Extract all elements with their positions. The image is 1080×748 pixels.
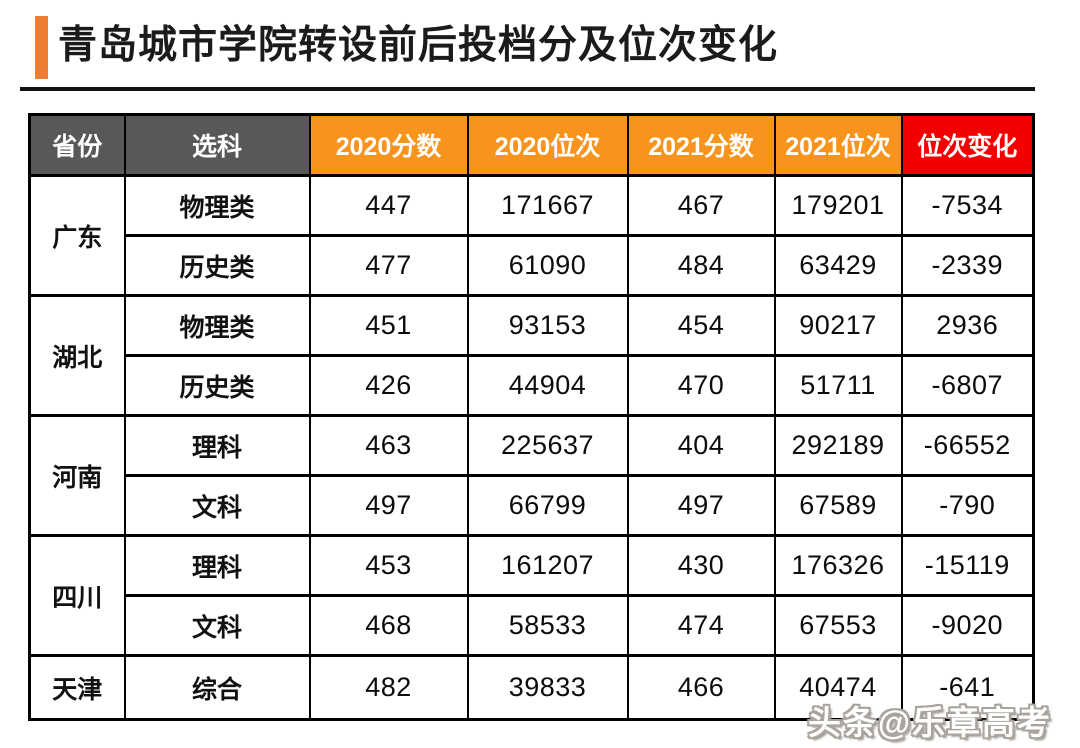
subject-cell: 文科	[123, 594, 311, 657]
rank-change-cell: -2339	[900, 234, 1035, 297]
rank-2021-cell: 292189	[773, 414, 903, 477]
col-header-score-2020: 2020分数	[308, 113, 469, 177]
page-title: 青岛城市学院转设前后投档分及位次变化	[58, 24, 779, 67]
score-2021-cell: 497	[626, 474, 776, 537]
rank-2020-cell: 58533	[466, 594, 629, 657]
score-2020-cell: 453	[308, 534, 469, 597]
rank-change-cell: -790	[900, 474, 1035, 537]
rank-2020-cell: 66799	[466, 474, 629, 537]
rank-2021-cell: 51711	[773, 354, 903, 417]
score-table-container: 省份 选科 2020分数 2020位次 2021分数 2021位次 位次变化 广…	[28, 113, 1035, 721]
title-block: 青岛城市学院转设前后投档分及位次变化	[0, 0, 1080, 96]
score-2020-cell: 468	[308, 594, 469, 657]
table-row: 湖北 物理类 451 93153 454 90217 2936	[28, 294, 1035, 417]
rank-2020-cell: 171667	[466, 174, 629, 237]
rank-2020-cell: 93153	[466, 294, 629, 357]
table-row: 河南 理科 463 225637 404 292189 -66552	[28, 414, 1035, 537]
score-2020-cell: 477	[308, 234, 469, 297]
rank-2021-cell: 176326	[773, 534, 903, 597]
rank-2020-cell: 161207	[466, 534, 629, 597]
score-2021-cell: 404	[626, 414, 776, 477]
rank-change-cell: 2936	[900, 294, 1035, 357]
rank-2020-cell: 225637	[466, 414, 629, 477]
col-header-rank-change: 位次变化	[900, 113, 1035, 177]
score-2021-cell: 470	[626, 354, 776, 417]
col-header-subject: 选科	[123, 113, 311, 177]
score-2021-cell: 466	[626, 654, 776, 721]
subject-cell: 理科	[123, 534, 311, 597]
subject-cell: 文科	[123, 474, 311, 537]
rank-2020-cell: 44904	[466, 354, 629, 417]
table-row: 文科 497 66799 497 67589 -790	[30, 474, 1035, 537]
score-2021-cell: 467	[626, 174, 776, 237]
score-2020-cell: 482	[308, 654, 469, 721]
col-header-score-2021: 2021分数	[626, 113, 776, 177]
table-row: 历史类 477 61090 484 63429 -2339	[30, 234, 1035, 297]
table-row: 文科 468 58533 474 67553 -9020	[30, 594, 1035, 657]
rank-change-cell: -6807	[900, 354, 1035, 417]
rank-2021-cell: 40474	[773, 654, 903, 721]
rank-2020-cell: 61090	[466, 234, 629, 297]
province-cell: 湖北	[28, 294, 126, 417]
subject-cell: 历史类	[123, 234, 311, 297]
score-2020-cell: 463	[308, 414, 469, 477]
rank-2021-cell: 67589	[773, 474, 903, 537]
subject-cell: 物理类	[123, 174, 311, 237]
rank-2021-cell: 90217	[773, 294, 903, 357]
rank-2021-cell: 179201	[773, 174, 903, 237]
subject-cell: 历史类	[123, 354, 311, 417]
rank-2021-cell: 63429	[773, 234, 903, 297]
score-table: 省份 选科 2020分数 2020位次 2021分数 2021位次 位次变化 广…	[28, 113, 1035, 721]
province-cell: 河南	[28, 414, 126, 537]
score-2020-cell: 426	[308, 354, 469, 417]
rank-change-cell: -15119	[900, 534, 1035, 597]
score-2021-cell: 474	[626, 594, 776, 657]
col-header-rank-2020: 2020位次	[466, 113, 629, 177]
subject-cell: 理科	[123, 414, 311, 477]
subject-cell: 物理类	[123, 294, 311, 357]
table-row: 历史类 426 44904 470 51711 -6807	[30, 354, 1035, 417]
rank-change-cell: -641	[900, 654, 1035, 721]
score-2021-cell: 454	[626, 294, 776, 357]
watermark: 头条@乐章高考	[807, 704, 1052, 741]
rank-change-cell: -9020	[900, 594, 1035, 657]
table-row: 天津 综合 482 39833 466 40474 -641	[28, 654, 1035, 721]
score-2021-cell: 484	[626, 234, 776, 297]
rank-change-cell: -7534	[900, 174, 1035, 237]
score-2021-cell: 430	[626, 534, 776, 597]
score-2020-cell: 497	[308, 474, 469, 537]
subject-cell: 综合	[123, 654, 311, 721]
score-2020-cell: 447	[308, 174, 469, 237]
province-cell: 四川	[28, 534, 126, 657]
province-cell: 广东	[28, 174, 126, 297]
rank-2020-cell: 39833	[466, 654, 629, 721]
title-divider	[20, 87, 1035, 91]
col-header-rank-2021: 2021位次	[773, 113, 903, 177]
table-row: 四川 理科 453 161207 430 176326 -15119	[28, 534, 1035, 657]
score-2020-cell: 451	[308, 294, 469, 357]
rank-2021-cell: 67553	[773, 594, 903, 657]
title-accent-bar-icon	[35, 16, 48, 79]
province-cell: 天津	[28, 654, 126, 721]
col-header-province: 省份	[28, 113, 126, 177]
rank-change-cell: -66552	[900, 414, 1035, 477]
header-row: 省份 选科 2020分数 2020位次 2021分数 2021位次 位次变化	[28, 113, 1035, 177]
table-row: 广东 物理类 447 171667 467 179201 -7534	[28, 174, 1035, 297]
